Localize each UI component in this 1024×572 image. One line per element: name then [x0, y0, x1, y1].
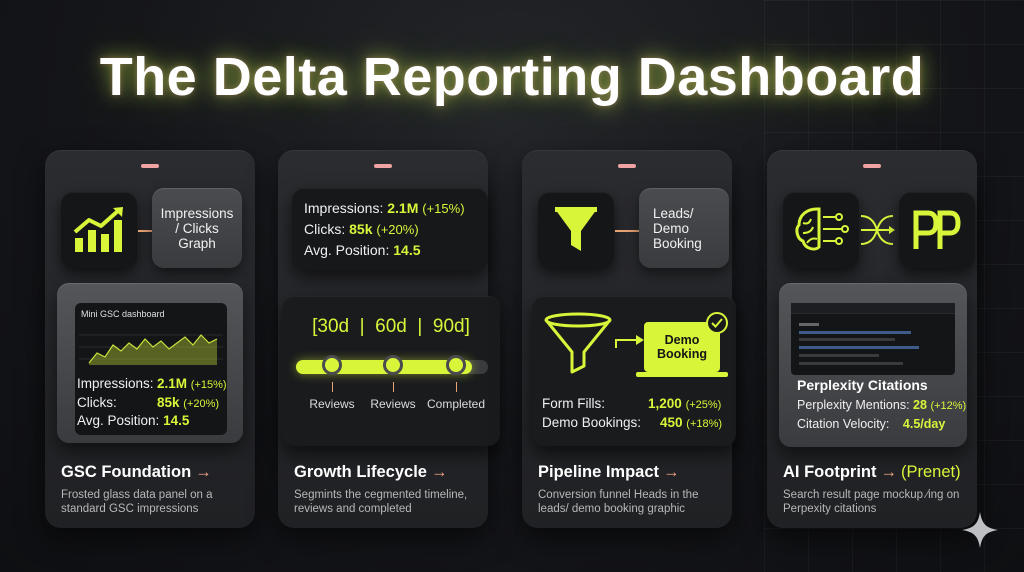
- panel-title: Perplexity Citations: [797, 377, 928, 393]
- stat-clicks: Clicks: 85k (+20%): [304, 221, 419, 237]
- mockup-topbar: [791, 303, 955, 314]
- tick-line: [456, 382, 457, 392]
- mockup-line: [799, 362, 903, 365]
- impressions-clicks-graph-box: Impressions / Clicks Graph: [152, 188, 242, 268]
- card-description: Segmints the cegmented timeline, reviews…: [294, 489, 468, 515]
- card-pill: [141, 164, 159, 168]
- data-flow-icon: [860, 215, 895, 245]
- brain-circuit-icon: [783, 192, 859, 268]
- stat-avg-position: Avg. Position: 14.5: [77, 413, 190, 428]
- tick-line: [332, 382, 333, 392]
- funnel-outline-icon: [544, 312, 612, 374]
- arrow-right-icon: →: [663, 463, 680, 481]
- mockup-line: [799, 331, 911, 334]
- card-pill: [863, 164, 881, 168]
- sparkle-icon: [962, 512, 998, 548]
- glass-label: Leads/ Demo Booking: [653, 205, 702, 251]
- stat-clicks: Clicks: 85k (+20%): [77, 395, 220, 410]
- perplexity-logo-icon: [899, 192, 975, 268]
- glass-label: Impressions / Clicks Graph: [160, 205, 234, 251]
- connector-line: [615, 230, 639, 232]
- mini-dashboard-screen: Mini GSC dashboard: [75, 303, 227, 435]
- card-pill: [374, 164, 392, 168]
- card-description: Conversion funnel Heads in the leads/ de…: [538, 489, 699, 515]
- stats-top-panel: Impressions: 2.1M (+15%) Clicks: 85k (+2…: [292, 188, 488, 270]
- timeline-range-label: [30d | 60d | 90d]: [312, 316, 470, 337]
- tick-line: [393, 382, 394, 392]
- stat-impressions: Impressions: 2.1M (+15%): [77, 376, 227, 391]
- milestone-label: Completed: [426, 397, 486, 411]
- milestone-label: Reviews: [370, 397, 416, 411]
- leads-demo-booking-box: Leads/ Demo Booking: [639, 188, 729, 268]
- gsc-frosted-panel: Mini GSC dashboard: [57, 283, 243, 443]
- stat-perplexity-mentions: Perplexity Mentions: 28 (+12%): [797, 398, 967, 412]
- mockup-line: [799, 323, 819, 326]
- card-gsc-foundation[interactable]: Impressions / Clicks Graph Mini GSC dash…: [45, 150, 255, 528]
- card-growth-lifecycle[interactable]: Impressions: 2.1M (+15%) Clicks: 85k (+2…: [278, 150, 500, 528]
- page-title: The Delta Reporting Dashboard: [99, 47, 925, 107]
- card-description: Frosted glass data panel on a standard G…: [61, 489, 213, 515]
- checkmark-icon: [706, 312, 728, 334]
- card-ai-footprint[interactable]: Perplexity Citations Perplexity Mentions…: [767, 150, 977, 528]
- citations-frosted-panel: Perplexity Citations Perplexity Mentions…: [779, 283, 967, 447]
- stat-demo-bookings: Demo Bookings: 450 (+18%): [542, 415, 723, 430]
- timeline-panel: [30d | 60d | 90d] Reviews Reviews Comple…: [282, 296, 500, 446]
- arrow-right-icon: →: [195, 463, 212, 481]
- milestone-dot[interactable]: [446, 355, 466, 375]
- stat-impressions: Impressions: 2.1M (+15%): [304, 200, 465, 216]
- card-pill: [618, 164, 636, 168]
- arrow-right-icon: →: [880, 463, 897, 481]
- arrow-right-icon: →: [430, 463, 448, 481]
- laptop-screen: Demo Booking: [644, 322, 720, 372]
- card-title[interactable]: Pipeline Impact →: [538, 463, 680, 481]
- funnel-icon: [538, 192, 614, 268]
- mini-area-chart: [79, 334, 223, 365]
- demo-booking-label: Demo Booking: [657, 333, 707, 361]
- card-pipeline-impact[interactable]: Leads/ Demo Booking Demo Booking Form Fi…: [522, 150, 736, 528]
- arrow-right-icon: [615, 335, 644, 348]
- bar-chart-trend-icon: [61, 192, 137, 268]
- mockup-line: [799, 346, 919, 349]
- connector-line: [138, 230, 152, 232]
- laptop-base: [636, 372, 728, 377]
- stat-avg-position: Avg. Position: 14.5: [304, 242, 421, 258]
- mockup-line: [799, 338, 895, 341]
- stat-citation-velocity: Citation Velocity: 4.5/day: [797, 417, 946, 431]
- stat-form-fills: Form Fills: 1,200 (+25%): [542, 396, 722, 411]
- card-description: Search result page mockup ∕ing on Perpex…: [783, 489, 960, 515]
- card-title[interactable]: Growth Lifecycle →: [294, 463, 448, 481]
- card-title[interactable]: AI Footprint → (Prenet): [783, 463, 961, 481]
- mockup-line: [799, 354, 879, 357]
- milestone-dot[interactable]: [383, 355, 403, 375]
- mini-dashboard-title: Mini GSC dashboard: [81, 309, 165, 319]
- search-results-mockup: [791, 303, 955, 375]
- funnel-graphic-panel: Demo Booking: [532, 296, 736, 446]
- milestone-label: Reviews: [309, 397, 355, 411]
- card-title[interactable]: GSC Foundation →: [61, 463, 212, 481]
- milestone-dot[interactable]: [322, 355, 342, 375]
